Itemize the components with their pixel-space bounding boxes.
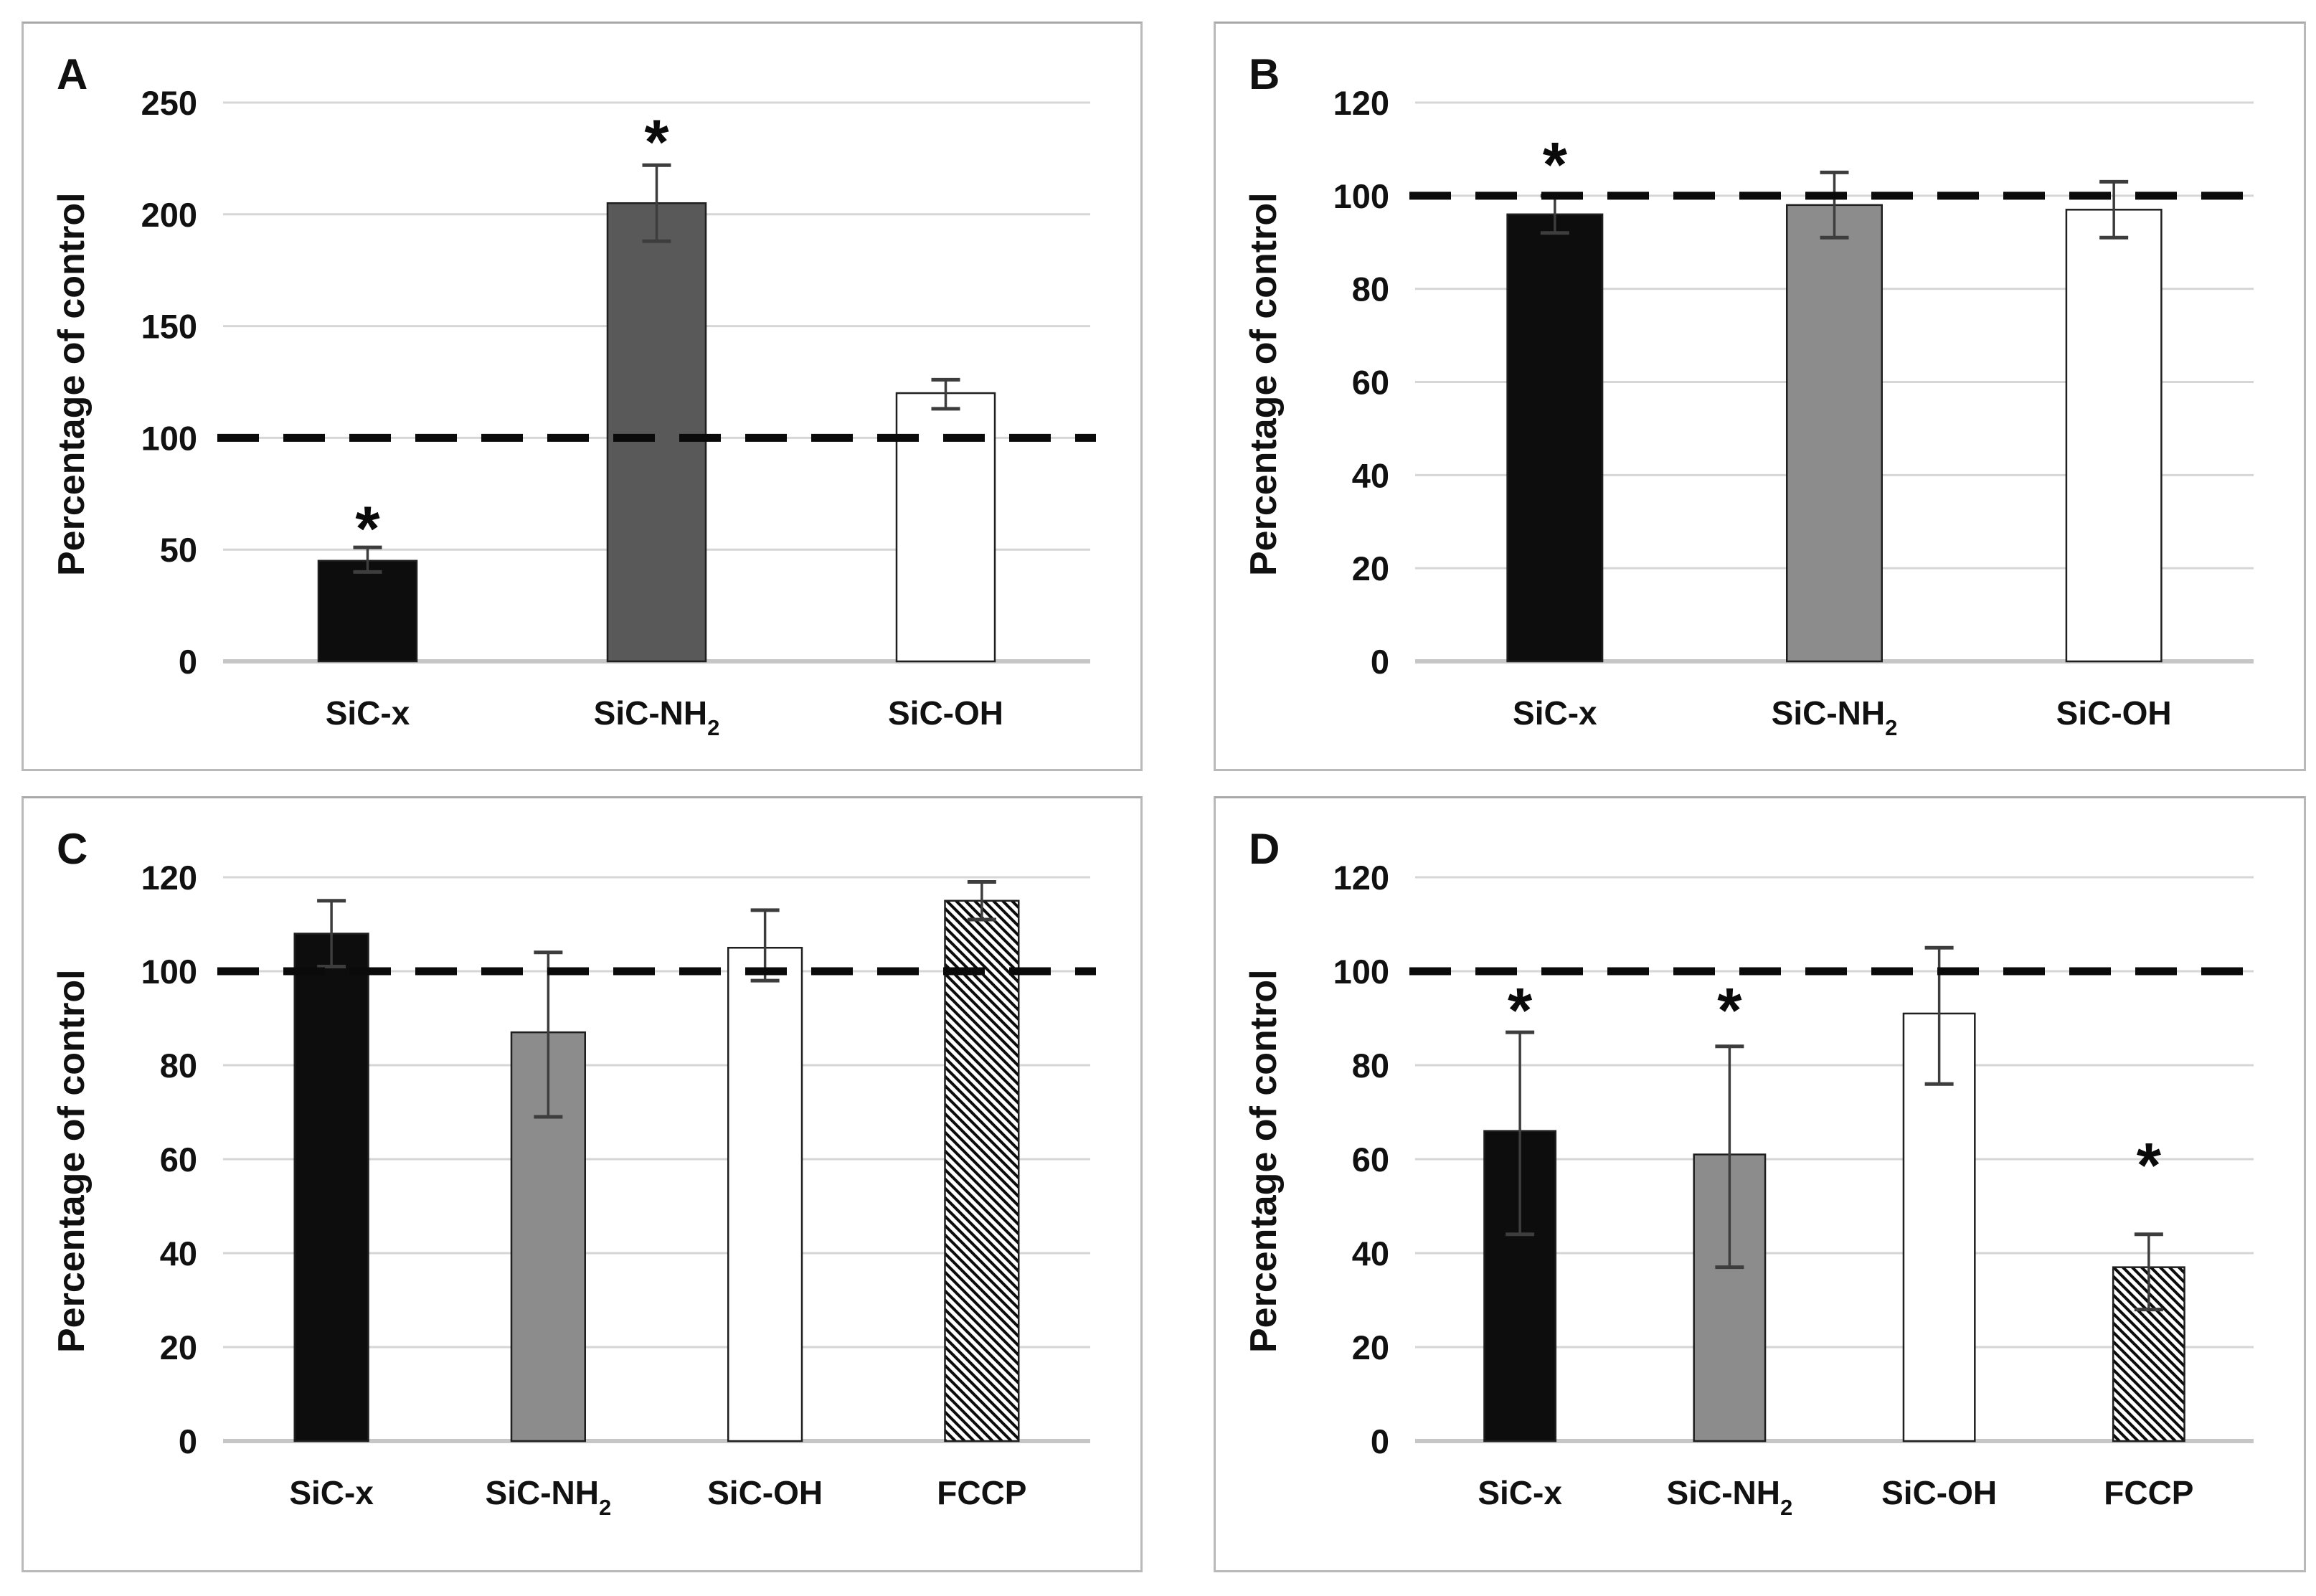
y-tick-label: 50 <box>160 531 197 569</box>
y-tick-label: 0 <box>1371 1422 1389 1460</box>
y-tick-label: 20 <box>1352 549 1389 587</box>
panel-b: B Percentage of control 0 20 40 60 80 100 120 *… <box>1214 22 2306 771</box>
y-tick-label: 80 <box>160 1047 197 1085</box>
y-tick-label: 120 <box>141 859 197 897</box>
x-axis-label: SiC-OH <box>1881 1474 1997 1511</box>
significance-asterisk: * <box>355 493 380 564</box>
bar-sic-nh2 <box>1786 204 1883 663</box>
y-axis-title: Percentage of control <box>1243 969 1285 1354</box>
y-tick-label: 60 <box>1352 1141 1389 1179</box>
y-tick-label: 0 <box>1371 643 1389 681</box>
panel-letter-b: B <box>1249 50 1280 98</box>
significance-asterisk: * <box>1508 974 1533 1045</box>
bar-chart-b: 0 20 40 60 80 100 120 * SiC-x SiC-NH2 SiC-OH <box>1333 84 2259 740</box>
y-tick-label: 80 <box>1352 1047 1389 1085</box>
x-axis-label: SiC-x <box>326 694 410 732</box>
x-axis-label: FCCP <box>2104 1474 2193 1511</box>
y-tick-label: 40 <box>160 1234 197 1272</box>
bar-sic-oh <box>2065 209 2163 663</box>
bar-chart-a: 0 50 100 150 200 250 * SiC-x * SiC-NH2 SiC-OH <box>141 84 1096 740</box>
y-tick-label: 100 <box>141 419 197 457</box>
y-axis-title: Percentage of control <box>1243 192 1285 576</box>
x-axis-label: SiC-x <box>1513 694 1597 732</box>
y-tick-label: 250 <box>141 84 197 122</box>
x-axis-label: SiC-x <box>289 1474 374 1511</box>
y-tick-label: 100 <box>1333 953 1389 991</box>
bar-sic-x <box>1506 213 1604 663</box>
y-tick-label: 40 <box>1352 1234 1389 1272</box>
x-axis-label: SiC-NH2 <box>1772 694 1898 740</box>
x-axis-label: SiC-NH2 <box>594 694 720 740</box>
significance-asterisk: * <box>2137 1130 2162 1201</box>
y-tick-label: 20 <box>1352 1328 1389 1366</box>
bar-sic-oh <box>895 392 996 663</box>
panel-d: D Percentage of control 0 20 40 60 80 100 120 *… <box>1214 796 2306 1572</box>
bar-sic-x <box>293 932 369 1442</box>
y-tick-label: 80 <box>1352 270 1389 308</box>
bar-sic-oh <box>727 947 803 1442</box>
x-axis-label: SiC-NH2 <box>1667 1474 1793 1520</box>
panel-c: C Percentage of control 0 20 40 60 80 100 120 S… <box>22 796 1143 1572</box>
y-tick-label: 150 <box>141 308 197 346</box>
bar-sic-nh2 <box>606 202 707 663</box>
y-tick-label: 200 <box>141 196 197 234</box>
significance-asterisk: * <box>1543 128 1568 199</box>
y-tick-label: 100 <box>1333 177 1389 215</box>
panel-letter-a: A <box>57 50 88 98</box>
y-tick-label: 60 <box>160 1141 197 1179</box>
significance-asterisk: * <box>1717 974 1742 1045</box>
x-axis-label: SiC-NH2 <box>486 1474 612 1520</box>
y-tick-label: 60 <box>1352 364 1389 402</box>
y-tick-label: 40 <box>1352 456 1389 494</box>
bar-chart-d: 0 20 40 60 80 100 120 * SiC-x * SiC-NH2 SiC-OH * FCCP <box>1333 859 2259 1520</box>
significance-asterisk: * <box>644 106 669 177</box>
panel-letter-d: D <box>1249 825 1280 873</box>
y-tick-label: 100 <box>141 953 197 991</box>
y-tick-label: 120 <box>1333 84 1389 122</box>
y-tick-label: 0 <box>179 643 197 681</box>
x-axis-label: SiC-OH <box>888 694 1003 732</box>
y-tick-label: 0 <box>179 1422 197 1460</box>
x-axis-label: FCCP <box>937 1474 1026 1511</box>
y-axis-title: Percentage of control <box>51 969 93 1354</box>
x-axis-label: SiC-OH <box>707 1474 823 1511</box>
bar-sic-x <box>317 559 418 663</box>
bar-chart-c: 0 20 40 60 80 100 120 SiC-x SiC-NH2 SiC-OH FCCP <box>141 859 1096 1520</box>
y-tick-label: 20 <box>160 1328 197 1366</box>
x-axis-label: SiC-x <box>1478 1474 1562 1511</box>
panel-letter-c: C <box>57 825 88 873</box>
bar-fccp <box>944 899 1020 1442</box>
y-tick-label: 120 <box>1333 859 1389 897</box>
panel-a: A Percentage of control 0 50 100 150 200 250 *… <box>22 22 1143 771</box>
x-axis-label: SiC-OH <box>2056 694 2172 732</box>
y-axis-title: Percentage of control <box>51 192 93 576</box>
